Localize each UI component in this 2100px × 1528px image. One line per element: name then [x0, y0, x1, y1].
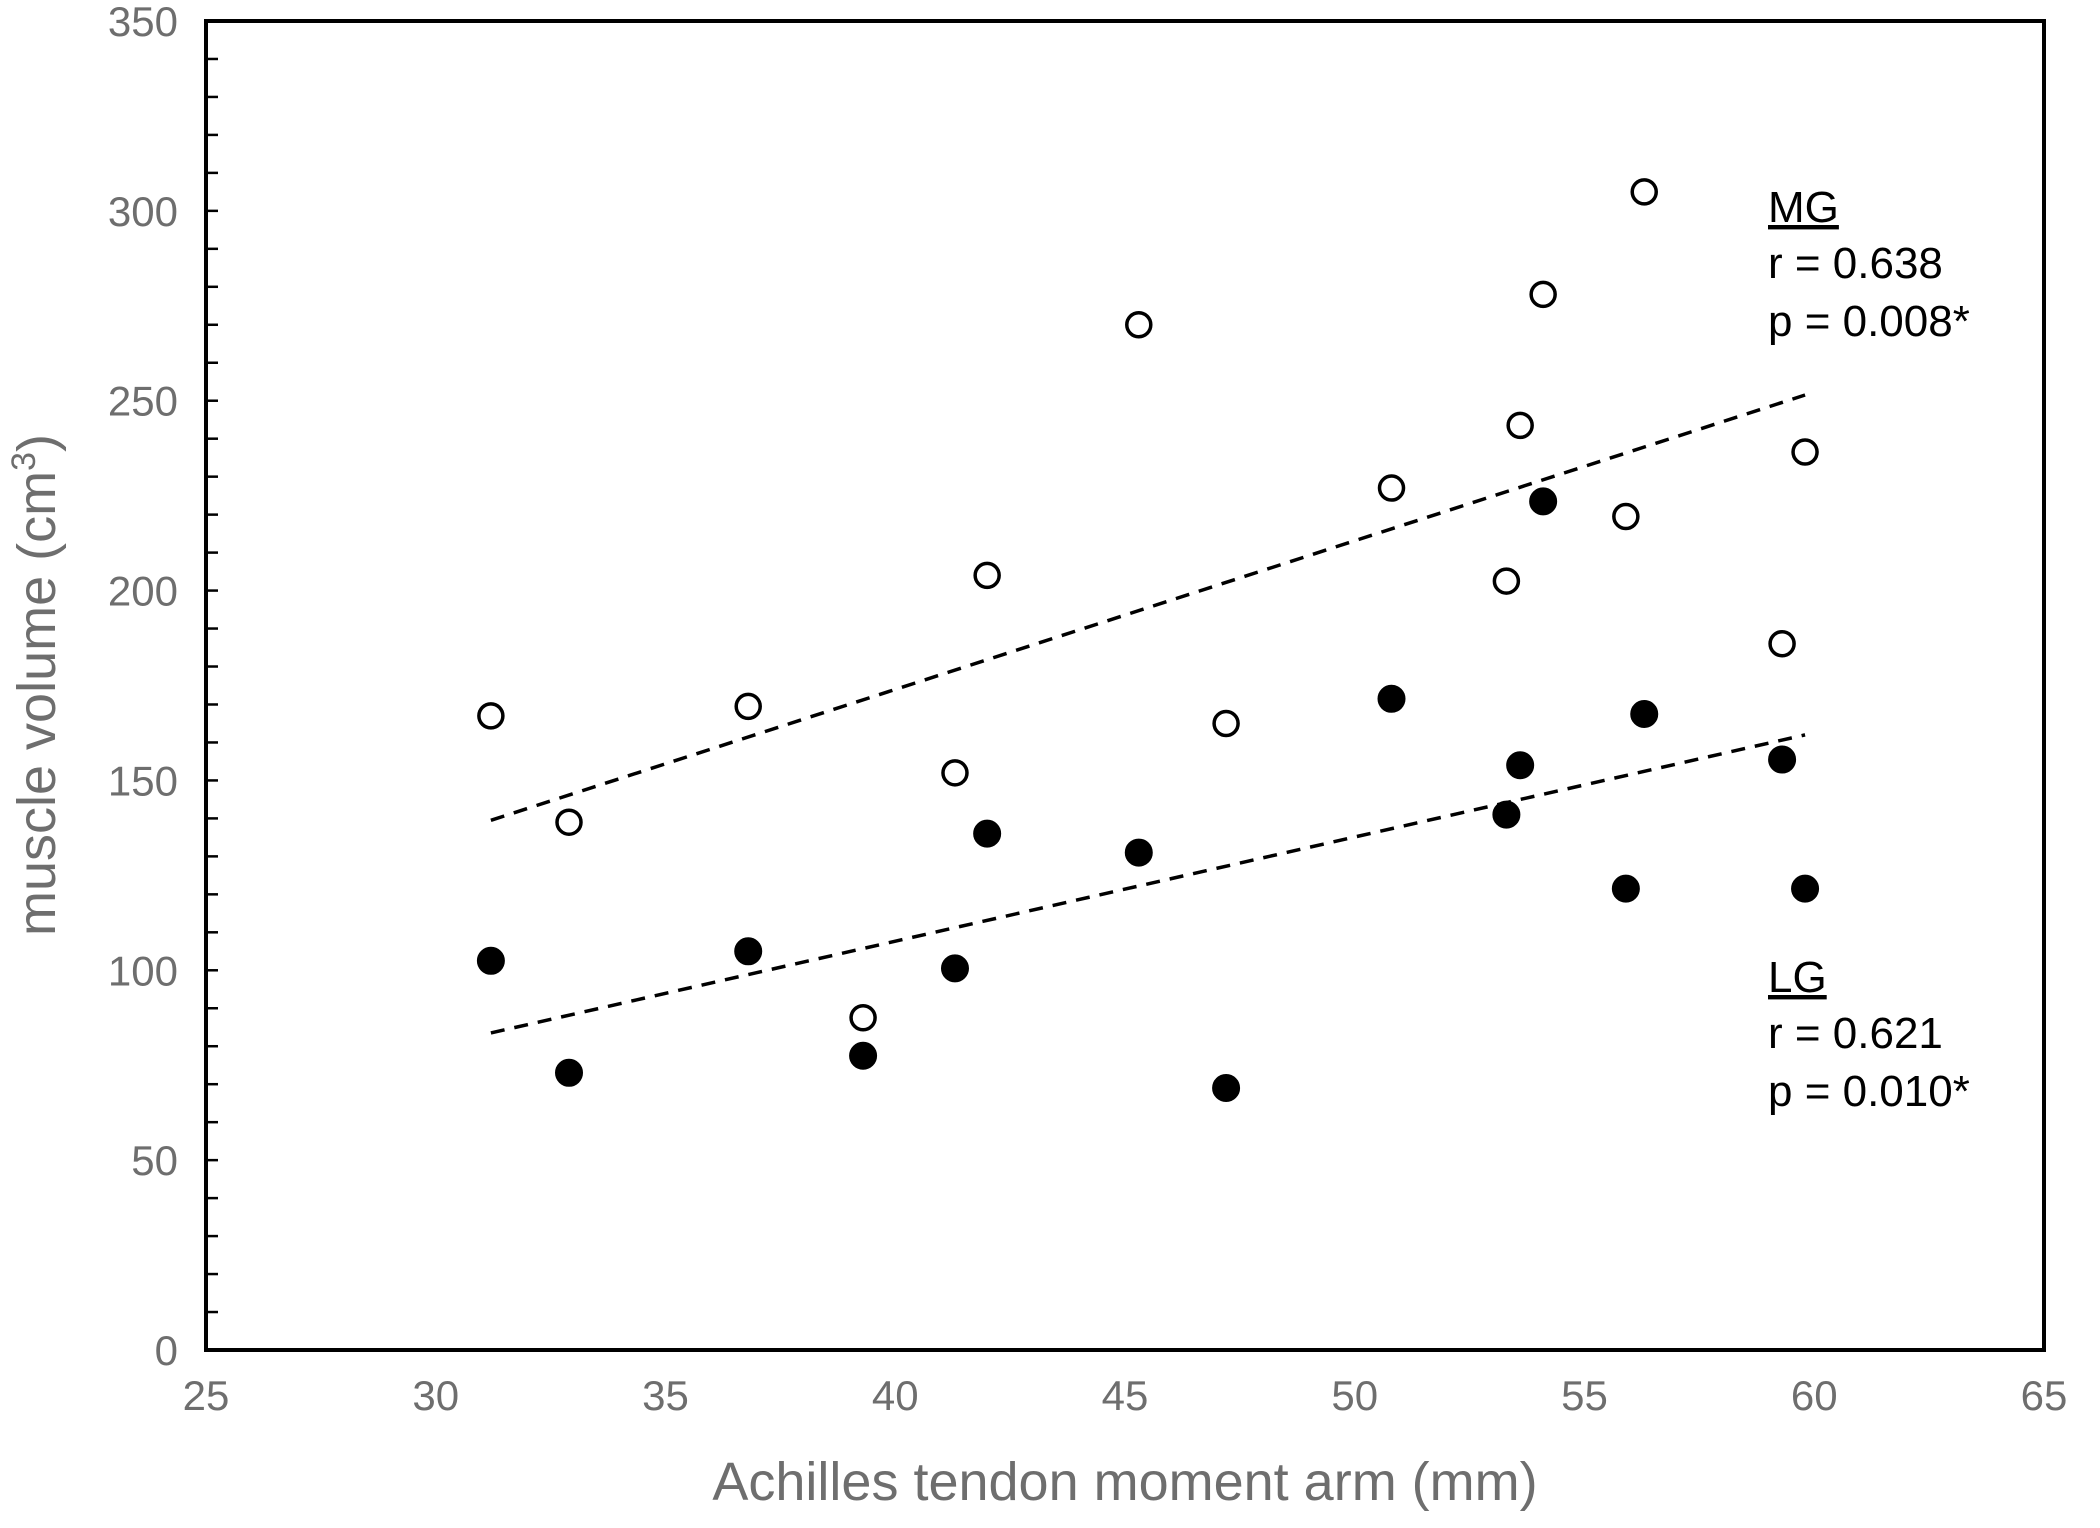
point-mg: [1529, 280, 1557, 309]
y-tick-label: 150: [108, 757, 178, 804]
x-tick-label: 60: [1791, 1372, 1838, 1419]
point-lg: [1492, 800, 1521, 829]
point-lg: [1529, 487, 1558, 516]
y-tick-label: 350: [108, 0, 178, 45]
point-mg: [1506, 411, 1534, 440]
y-axis-title-suffix: ): [7, 434, 67, 452]
x-axis-title: Achilles tendon moment arm (mm): [712, 1452, 1537, 1512]
point-mg: [973, 561, 1001, 590]
trendlines: [490, 393, 1806, 1035]
x-tick-label: 55: [1561, 1372, 1608, 1419]
annotation-lg: LG r = 0.621 p = 0.010*: [1768, 953, 1970, 1116]
y-axis-title-text: muscle volume (cm: [7, 471, 67, 936]
x-tick-label: 35: [642, 1372, 689, 1419]
y-tick-label: 50: [131, 1137, 178, 1184]
point-lg: [973, 819, 1002, 848]
x-tick-label: 50: [1331, 1372, 1378, 1419]
point-mg: [1492, 567, 1521, 595]
y-tick-label: 300: [108, 188, 178, 235]
x-tick-label: 30: [412, 1372, 459, 1419]
y-tick-label: 0: [155, 1327, 178, 1374]
trendline-lg: [490, 733, 1806, 1035]
point-mg: [1612, 502, 1640, 531]
annotation-mg: MG r = 0.638 p = 0.008*: [1768, 183, 1970, 346]
annotation-lg-r: r = 0.621: [1768, 1009, 1943, 1058]
point-lg: [1630, 699, 1659, 728]
plot-frame: [204, 19, 2046, 1352]
x-tick-label: 45: [1102, 1372, 1149, 1419]
x-tick-label: 65: [2021, 1372, 2068, 1419]
point-lg: [849, 1041, 878, 1070]
annotation-lg-p: p = 0.010*: [1768, 1067, 1970, 1116]
point-lg: [1611, 874, 1640, 903]
point-mg: [941, 759, 969, 787]
point-mg: [477, 702, 505, 730]
point-mg: [1768, 629, 1796, 658]
y-minor-ticks: [206, 57, 218, 1314]
x-tick-label: 25: [183, 1372, 230, 1419]
point-lg: [1377, 684, 1406, 713]
point-mg: [734, 692, 762, 721]
trendline-mg: [490, 393, 1806, 822]
point-lg: [940, 954, 969, 983]
y-tick-label: 250: [108, 378, 178, 425]
point-mg: [555, 808, 583, 836]
point-mg: [1377, 474, 1406, 502]
annotation-mg-p: p = 0.008*: [1768, 297, 1970, 346]
y-tick-labels: 0 50 100 150 200 250 300 350: [108, 0, 178, 1374]
annotation-mg-r: r = 0.638: [1768, 239, 1943, 288]
point-mg: [1125, 311, 1153, 339]
y-axis-title-superscript: 3: [5, 452, 43, 471]
data-points: [476, 178, 1820, 1102]
point-mg: [1212, 709, 1240, 738]
point-lg: [734, 937, 763, 966]
point-lg: [1124, 838, 1153, 867]
annotation-mg-title: MG: [1768, 183, 1839, 232]
y-tick-label: 200: [108, 568, 178, 615]
point-lg: [476, 946, 505, 975]
point-mg: [1791, 438, 1819, 466]
point-lg: [1506, 751, 1535, 780]
y-tick-label: 100: [108, 947, 178, 994]
point-lg: [1791, 874, 1820, 903]
x-tick-labels: 25 30 35 40 45 50 55 60 65: [183, 1372, 2068, 1419]
y-axis-title: muscle volume (cm3): [5, 434, 67, 936]
point-mg: [849, 1004, 877, 1032]
point-mg: [1630, 178, 1658, 206]
point-lg: [555, 1058, 584, 1087]
annotation-lg-title: LG: [1768, 953, 1827, 1002]
point-lg: [1768, 745, 1797, 774]
x-tick-label: 40: [872, 1372, 919, 1419]
point-lg: [1212, 1073, 1241, 1102]
